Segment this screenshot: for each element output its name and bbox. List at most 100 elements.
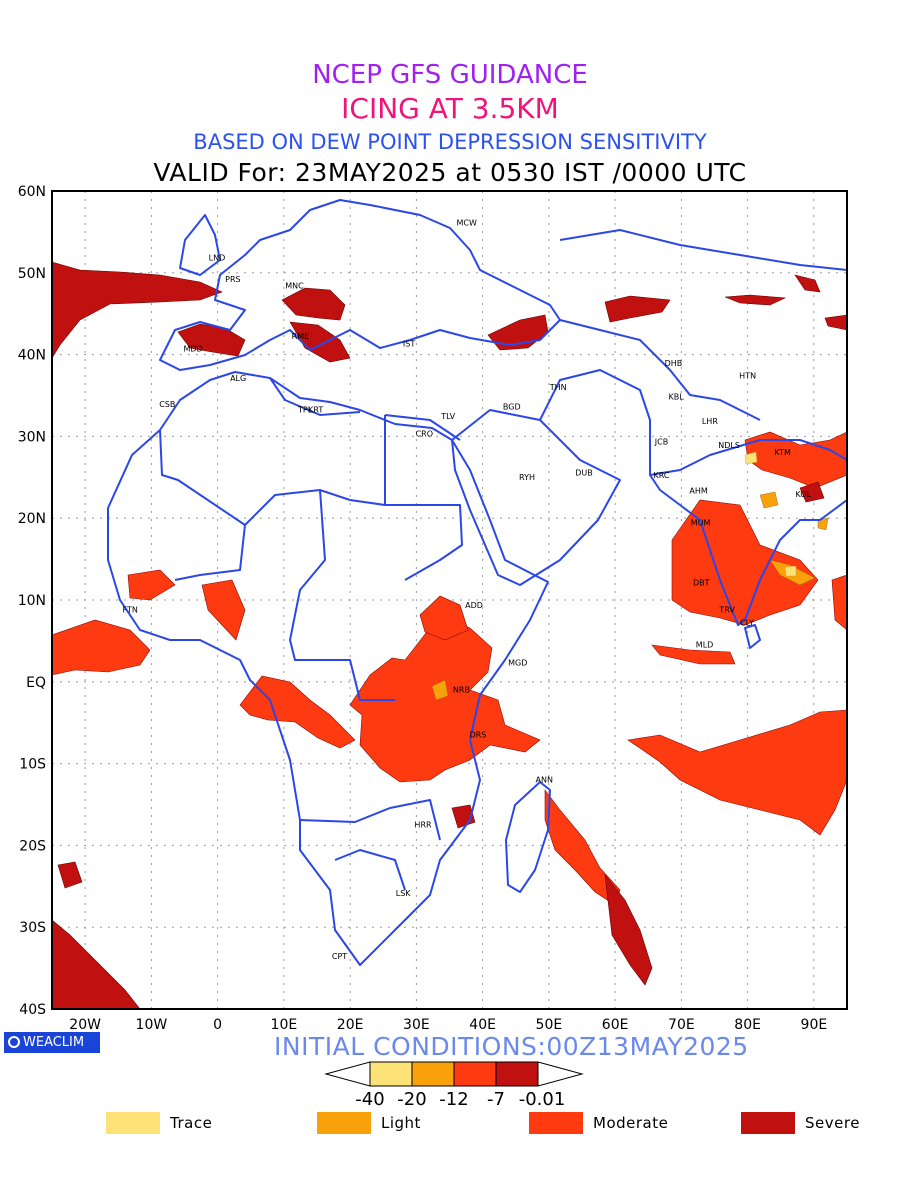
title-model: NCEP GFS GUIDANCE	[312, 60, 588, 90]
station-krc: KRC	[654, 471, 670, 480]
station-tlv: TLV	[440, 412, 455, 421]
lat-label-10N: 10N	[18, 593, 46, 609]
icing-area-light-east	[431, 679, 449, 701]
border-sahara-1	[159, 415, 386, 526]
latitude-labels: 60N 50N 40N 30N 20N 10N EQ 10S 20S 30S 40S	[18, 184, 46, 1018]
station-ahm: AHM	[689, 487, 707, 496]
icing-area-madagascar-tail	[604, 873, 653, 986]
lon-label-50E: 50E	[536, 1017, 563, 1033]
colorbar-label-1: -40	[355, 1089, 384, 1110]
icing-area-mongolia	[724, 294, 787, 306]
border-iran	[539, 369, 651, 475]
colorbar-left-arrow	[324, 1061, 371, 1087]
border-egypt	[384, 414, 461, 441]
icing-area-east-africa	[349, 614, 541, 783]
station-kol: KOL	[795, 490, 811, 499]
icing-area-light-nepal	[759, 491, 779, 509]
icing-area-west-africa	[127, 569, 176, 601]
icing-area-alps	[281, 287, 346, 321]
lon-label-20W: 20W	[69, 1017, 101, 1033]
lat-label-40S: 40S	[19, 1002, 46, 1018]
icing-area-ethiopia	[419, 595, 469, 641]
border-southern-africa	[299, 799, 441, 841]
border-sahara-2	[174, 524, 246, 581]
colorbar-label-5: -0.01	[519, 1089, 566, 1110]
icing-field-moderate	[52, 431, 847, 906]
station-drs: DRS	[470, 730, 487, 739]
lon-label-10W: 10W	[136, 1017, 168, 1033]
legend-label-trace: Trace	[170, 1114, 213, 1132]
border-central-asia	[559, 319, 761, 421]
lat-label-40N: 40N	[18, 348, 46, 364]
icing-area-trace-nepal	[744, 451, 758, 465]
legend-swatch-light	[317, 1112, 371, 1134]
station-nrb: NRB	[453, 685, 470, 694]
station-krt: KRT	[308, 406, 323, 415]
lat-label-50N: 50N	[18, 266, 46, 282]
colorbar-label-2: -20	[397, 1089, 426, 1110]
colorbar-box-trace	[369, 1061, 413, 1087]
icing-area-spain	[177, 323, 246, 357]
station-mum: MUM	[691, 519, 711, 528]
icing-area-bay-of-bengal	[831, 574, 847, 631]
lon-label-0: 0	[213, 1017, 222, 1033]
station-ftn: FTN	[123, 605, 138, 614]
station-ktm: KTM	[775, 448, 792, 457]
station-kbl: KBL	[668, 393, 684, 402]
icing-area-china-ne	[794, 274, 821, 293]
station-htn: HTN	[739, 371, 756, 380]
icing-area-guinea	[201, 579, 246, 641]
lat-label-20S: 20S	[19, 838, 46, 854]
icing-area-italy	[289, 321, 351, 363]
station-csb: CSB	[159, 400, 175, 409]
station-bgd: BGD	[503, 402, 521, 411]
border-mediterranean	[269, 377, 361, 416]
lat-label-30S: 30S	[19, 920, 46, 936]
coast-africa	[107, 371, 549, 966]
station-jcb: JCB	[654, 438, 668, 447]
station-alg: ALG	[230, 374, 246, 383]
legend-swatch-trace	[106, 1112, 160, 1134]
coast-madagascar	[505, 781, 551, 893]
station-rme: RME	[292, 332, 310, 341]
icing-area-light-kol	[817, 517, 829, 531]
legend-swatch-moderate	[529, 1112, 583, 1134]
coast-arabia	[451, 409, 621, 586]
coast-sri-lanka	[744, 624, 761, 649]
lon-label-60E: 60E	[602, 1017, 629, 1033]
border-central-africa	[289, 489, 395, 701]
longitude-labels: 20W 10W 0 10E 20E 30E 40E 50E 60E 70E 80E 90E	[69, 1017, 827, 1033]
colorbar-box-moderate	[453, 1061, 497, 1087]
station-lhr: LHR	[702, 417, 718, 426]
legend-swatch-severe	[741, 1112, 795, 1134]
station-mdd: MDD	[183, 344, 202, 353]
icing-area-southwest-atlantic	[52, 919, 141, 1009]
station-mld: MLD	[696, 640, 714, 649]
icing-area-india	[671, 499, 819, 626]
icing-area-bangladesh	[799, 481, 825, 503]
station-dub: DUB	[575, 469, 593, 478]
lat-label-EQ: EQ	[26, 675, 46, 691]
station-ndls: NDLS	[718, 441, 740, 450]
map-frame	[51, 190, 848, 1010]
station-ann: ANN	[536, 775, 553, 784]
icing-field-severe	[52, 261, 847, 1009]
lon-label-20E: 20E	[337, 1017, 364, 1033]
station-cly: CLY	[740, 618, 754, 627]
coast-india	[649, 439, 847, 626]
colorbar-label-3: -12	[439, 1089, 468, 1110]
colorbar-box-light	[411, 1061, 455, 1087]
coastlines	[107, 199, 847, 966]
coast-europe	[159, 199, 561, 371]
lat-label-30N: 30N	[18, 429, 46, 445]
icing-area-china-e	[824, 314, 847, 331]
icing-area-north-atlantic	[52, 261, 223, 359]
colorbar: -40 -20 -12 -7 -0.01	[324, 1061, 584, 1110]
station-cro: CRO	[416, 429, 433, 438]
station-dhb: DHB	[665, 359, 683, 368]
weaclim-logo: WEACLIM	[4, 1032, 100, 1053]
station-add: ADD	[465, 601, 483, 610]
title-product: ICING AT 3.5KM	[341, 92, 559, 125]
colorbar-box-severe	[495, 1061, 539, 1087]
